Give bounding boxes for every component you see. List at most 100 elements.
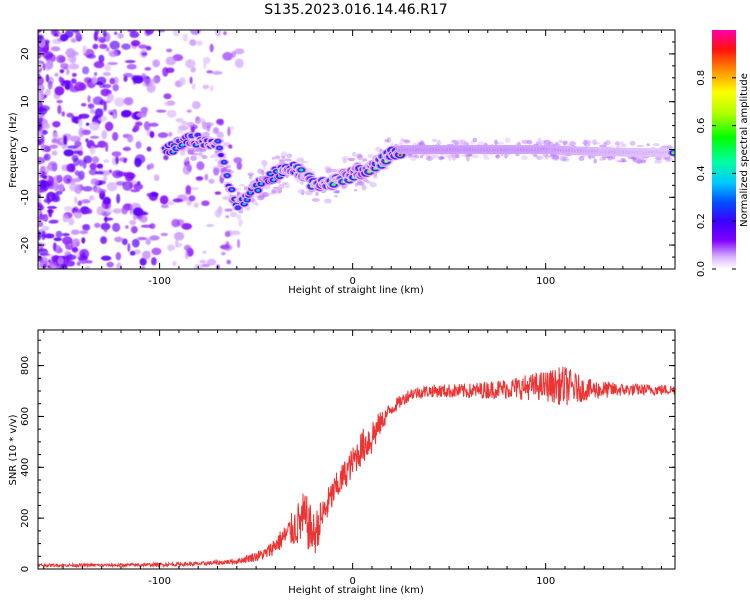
spectrogram-noise-blob: [41, 230, 46, 241]
spectrogram-noise-blob: [97, 140, 107, 148]
spectrogram-speckle: [271, 156, 276, 160]
spectrogram-noise-blob: [52, 120, 61, 128]
spectrogram-noise-blob: [71, 30, 79, 33]
spectrogram-speckle: [192, 147, 199, 152]
spectrogram-image: [38, 30, 675, 269]
spectrogram-noise-blob: [121, 43, 131, 50]
spectrogram-noise-blob: [190, 30, 201, 36]
spectrogram-noise-blob: [89, 108, 96, 114]
spectrogram-noise-blob: [85, 122, 90, 126]
spectrogram-noise-blob: [56, 54, 66, 64]
spectrogram-noise-blob: [123, 158, 127, 164]
spectrogram-ridge-cell: [242, 202, 246, 206]
spectrogram-noise-blob: [129, 205, 133, 216]
spectrogram-noise-blob: [228, 144, 233, 149]
spectrogram-noise-blob: [149, 223, 156, 229]
spectrogram-noise-blob: [96, 36, 105, 42]
spectrogram-noise-blob: [199, 259, 207, 264]
spectrogram-noise-blob: [101, 130, 108, 140]
spectrogram-noise-blob: [38, 248, 49, 256]
spectrogram-speckle: [599, 156, 605, 161]
spectrogram-noise-blob: [124, 97, 134, 106]
spectrogram-ridge-cell: [259, 182, 263, 186]
spectrogram-noise-blob: [142, 250, 151, 260]
spectrogram-noise-blob: [104, 64, 112, 71]
spectrogram-noise-blob: [82, 45, 87, 54]
spectrogram-noise-blob: [226, 259, 231, 265]
spectrogram-speckle: [268, 192, 276, 195]
spectrogram-speckle: [273, 186, 280, 190]
spectrogram-noise-blob: [222, 51, 233, 61]
spectrogram-speckle: [229, 211, 238, 218]
spectrogram-noise-blob: [105, 203, 109, 209]
spectrogram-noise-blob: [167, 201, 174, 206]
spectrogram-speckle: [205, 127, 209, 132]
spectrogram-speckle: [592, 139, 597, 146]
spectrogram-noise-blob: [82, 66, 90, 75]
spectrogram-ridge-cell: [398, 153, 402, 157]
spectrogram-speckle: [419, 155, 423, 159]
spectrogram-noise-blob: [215, 30, 222, 37]
spectrogram-noise-blob: [185, 190, 192, 196]
spectrogram-noise-blob: [103, 159, 110, 164]
spectrogram-noise-blob: [126, 134, 134, 143]
spectrogram-noise-blob: [89, 162, 97, 170]
spectrogram-noise-blob: [70, 229, 80, 235]
spectrogram-ridge-cell: [216, 140, 220, 143]
spectrogram-ridge-cell: [219, 153, 223, 157]
spectrogram-noise-blob: [67, 145, 79, 149]
spectrogram-ridge-cell: [225, 174, 229, 177]
spectrogram-noise-blob: [93, 31, 98, 42]
spectrogram-noise-blob: [87, 103, 95, 109]
spectrogram-noise-blob: [172, 198, 183, 203]
spectrogram-noise-blob: [74, 184, 83, 194]
spectrogram-noise-blob: [189, 186, 200, 191]
spectrogram-speckle: [494, 139, 498, 146]
spectrogram-noise-blob: [66, 112, 74, 118]
spectrogram-noise-blob: [162, 66, 169, 77]
spectrogram-noise-blob: [193, 202, 199, 208]
snr-panel: -100 0 100 0 200 400 600 800 Height of straight…: [8, 329, 676, 596]
spectrogram-noise-blob: [51, 192, 60, 203]
spectrogram-noise-blob: [140, 106, 149, 113]
spectrogram-noise-blob: [84, 260, 93, 264]
spectrogram-noise-blob: [42, 51, 53, 60]
spectrogram-noise-blob: [134, 249, 141, 255]
spectrogram-noise-blob: [130, 226, 138, 234]
spectrogram-noise-blob: [115, 155, 119, 165]
spectrogram-x-tick-label: 100: [536, 276, 555, 287]
spectrogram-speckle: [526, 139, 533, 145]
spectrogram-noise-blob: [223, 31, 227, 36]
spectrogram-noise-blob: [68, 135, 79, 142]
snr-x-tick-label: 0: [349, 576, 355, 587]
spectrogram-noise-blob: [82, 185, 93, 192]
spectrogram-noise-blob: [102, 83, 112, 89]
spectrogram-noise-blob: [45, 74, 50, 83]
spectrogram-noise-blob: [112, 83, 119, 92]
spectrogram-speckle: [460, 140, 466, 143]
spectrogram-noise-blob: [92, 96, 104, 105]
spectrogram-noise-blob: [186, 109, 192, 113]
spectrogram-speckle: [274, 155, 281, 160]
spectrogram-speckle: [521, 155, 528, 161]
spectrogram-noise-blob: [135, 141, 142, 149]
spectrogram-noise-blob: [123, 171, 134, 178]
spectrogram-noise-blob: [142, 82, 147, 87]
spectrogram-noise-blob: [71, 115, 76, 123]
spectrogram-ridge-cell: [245, 198, 249, 202]
spectrogram-noise-blob: [132, 74, 137, 85]
spectrogram-speckle: [451, 157, 457, 161]
spectrogram-noise-blob: [56, 99, 63, 104]
spectrogram-noise-blob: [146, 83, 156, 93]
spectrogram-noise-blob: [98, 54, 105, 63]
spectrogram-speckle: [300, 181, 304, 185]
spectrogram-noise-blob: [60, 62, 69, 69]
spectrogram-noise-blob: [140, 266, 146, 269]
spectrogram-noise-blob: [204, 173, 209, 181]
spectrogram-noise-blob: [138, 44, 148, 49]
spectrogram-noise-blob: [94, 72, 98, 76]
spectrogram-noise-blob: [122, 146, 131, 152]
spectrogram-noise-blob: [185, 59, 196, 69]
spectrogram-noise-blob: [182, 33, 188, 42]
spectrogram-noise-blob: [133, 183, 144, 190]
